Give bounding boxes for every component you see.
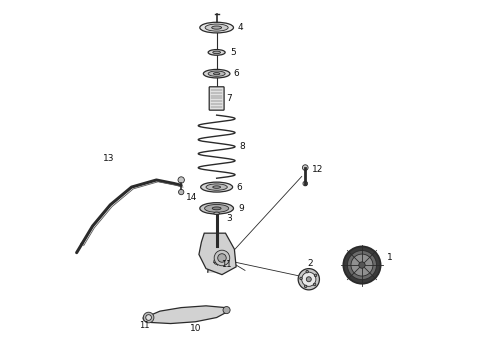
Ellipse shape: [314, 274, 317, 276]
Ellipse shape: [206, 184, 227, 190]
Ellipse shape: [306, 277, 311, 282]
Ellipse shape: [205, 204, 229, 212]
Text: 10: 10: [190, 324, 201, 333]
Ellipse shape: [359, 262, 365, 268]
Ellipse shape: [205, 24, 228, 31]
Ellipse shape: [214, 259, 220, 264]
Ellipse shape: [302, 165, 308, 170]
Ellipse shape: [212, 26, 221, 29]
Text: 6: 6: [236, 183, 242, 192]
Ellipse shape: [223, 306, 230, 314]
Ellipse shape: [302, 272, 316, 286]
Ellipse shape: [200, 203, 233, 214]
Ellipse shape: [208, 50, 225, 55]
Polygon shape: [147, 306, 227, 324]
Ellipse shape: [200, 22, 233, 33]
Ellipse shape: [300, 277, 302, 280]
Text: 3: 3: [226, 214, 232, 223]
Ellipse shape: [203, 69, 230, 78]
Ellipse shape: [146, 315, 151, 320]
Ellipse shape: [213, 51, 220, 54]
Polygon shape: [199, 233, 236, 275]
Ellipse shape: [304, 285, 307, 288]
Text: 5: 5: [230, 48, 236, 57]
Ellipse shape: [218, 254, 226, 262]
Ellipse shape: [214, 250, 230, 266]
Ellipse shape: [214, 212, 220, 215]
Ellipse shape: [298, 269, 319, 290]
Ellipse shape: [313, 283, 316, 286]
Text: 6: 6: [234, 69, 240, 78]
Ellipse shape: [214, 73, 220, 75]
Text: 4: 4: [237, 23, 243, 32]
Ellipse shape: [343, 247, 381, 284]
Ellipse shape: [143, 315, 148, 321]
FancyBboxPatch shape: [209, 87, 224, 110]
Text: 9: 9: [238, 204, 244, 213]
Text: 11: 11: [221, 260, 231, 269]
Ellipse shape: [303, 181, 308, 186]
Ellipse shape: [213, 186, 220, 188]
Text: 8: 8: [240, 142, 245, 151]
Text: 2: 2: [307, 259, 313, 268]
Ellipse shape: [306, 270, 308, 273]
Ellipse shape: [178, 189, 184, 195]
Ellipse shape: [212, 207, 221, 210]
Text: 7: 7: [226, 94, 232, 103]
Ellipse shape: [214, 243, 219, 244]
Polygon shape: [208, 247, 225, 272]
Text: 14: 14: [185, 193, 197, 202]
Ellipse shape: [201, 182, 233, 192]
Ellipse shape: [347, 251, 376, 280]
Text: 11: 11: [139, 321, 149, 330]
Text: 12: 12: [312, 165, 324, 174]
Ellipse shape: [143, 312, 154, 323]
Text: 1: 1: [387, 253, 392, 262]
Ellipse shape: [351, 254, 373, 276]
Ellipse shape: [208, 71, 225, 76]
Text: 13: 13: [103, 154, 115, 163]
Ellipse shape: [178, 177, 184, 183]
